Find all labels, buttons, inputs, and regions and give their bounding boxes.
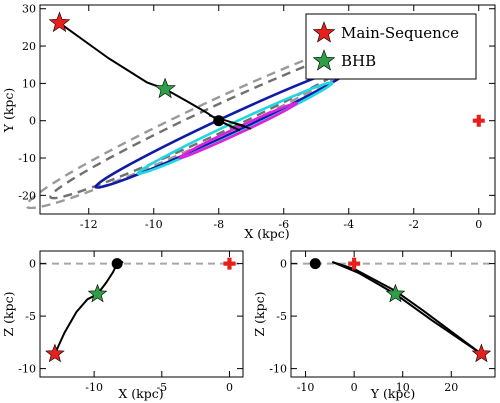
x-tick-label: 20 [444,381,458,394]
legend-box [305,13,477,80]
bhb-star-marker [385,283,406,303]
ticks-bottom-right: -10 0 10 20 -10 -5 0 [269,251,495,394]
plot-frame-top [39,4,496,215]
y-tick-label: -10 [269,363,287,376]
x-tick-label: -10 [145,218,163,231]
orbit-line [53,261,124,355]
y-tick-label: -10 [18,152,36,165]
x-axis-label-bottom-left: X (kpc) [118,386,163,401]
current-position-marker [213,115,225,127]
legend-label-main-sequence: Main-Sequence [341,24,459,42]
y-tick-label: 0 [280,258,287,271]
y-axis-label-bottom-left: Z (kpc) [1,292,16,337]
y-tick-label: -10 [18,363,36,376]
x-tick-label: -2 [408,218,419,231]
y-axis-label-bottom-right: Z (kpc) [252,292,267,337]
sun-marker [348,257,361,270]
panel-bottom-left-xz: -10 -5 0 -10 -5 0 X (kpc) Z (kpc) [1,250,244,401]
plot-frame-bottom-right [290,250,496,378]
legend-label-bhb: BHB [341,52,376,70]
y-tick-label: -20 [18,189,36,202]
contour-magenta [178,101,299,160]
legend-star-icon-main-sequence [312,21,336,43]
sun-marker [223,257,236,270]
x-axis-label-bottom-right: Y (kpc) [370,386,416,401]
y-tick-label: 20 [22,40,36,53]
x-tick-label: 0 [226,381,233,394]
bhb-star-marker [87,283,108,303]
y-axis-label-top: Y (kpc) [1,88,16,134]
legend: Main-Sequence BHB [305,13,477,80]
y-tick-label: 0 [29,115,36,128]
x-tick-label: -8 [213,218,224,231]
panel-bottom-right-yz: -10 0 10 20 -10 -5 0 Y (kpc) Z (kpc) [252,250,496,401]
x-tick-label: 10 [396,381,410,394]
x-tick-label: -10 [297,381,315,394]
x-tick-label: 0 [351,381,358,394]
orbit-line [331,261,482,355]
plot-frame-bottom-left [39,250,244,378]
current-position-marker [111,258,123,270]
main-sequence-star-marker [45,343,65,363]
orbit-line-2 [331,261,482,355]
x-axis-label-top: X (kpc) [244,226,289,241]
y-tick-label: 0 [29,258,36,271]
y-tick-label: 30 [22,3,36,16]
x-tick-label: 0 [475,218,482,231]
y-tick-label: 10 [22,77,36,90]
orbit-line [58,22,241,132]
plot-area-bottom-left [40,257,243,363]
legend-star-icon-bhb [312,49,336,71]
bhb-star-marker [154,77,176,99]
current-position-marker [309,258,321,270]
x-tick-label: -10 [85,381,103,394]
plot-area-bottom-right [291,257,495,363]
ticks-bottom-left: -10 -5 0 -10 -5 0 [18,251,243,394]
x-tick-label: -4 [343,218,354,231]
y-tick-label: -5 [25,310,36,323]
sun-marker [472,114,485,127]
main-sequence-star-marker [48,11,71,33]
x-tick-label: -6 [278,218,289,231]
main-sequence-star-marker [471,343,492,363]
x-tick-label: -5 [156,381,167,394]
x-tick-label: -12 [80,218,98,231]
y-tick-label: -5 [276,310,287,323]
